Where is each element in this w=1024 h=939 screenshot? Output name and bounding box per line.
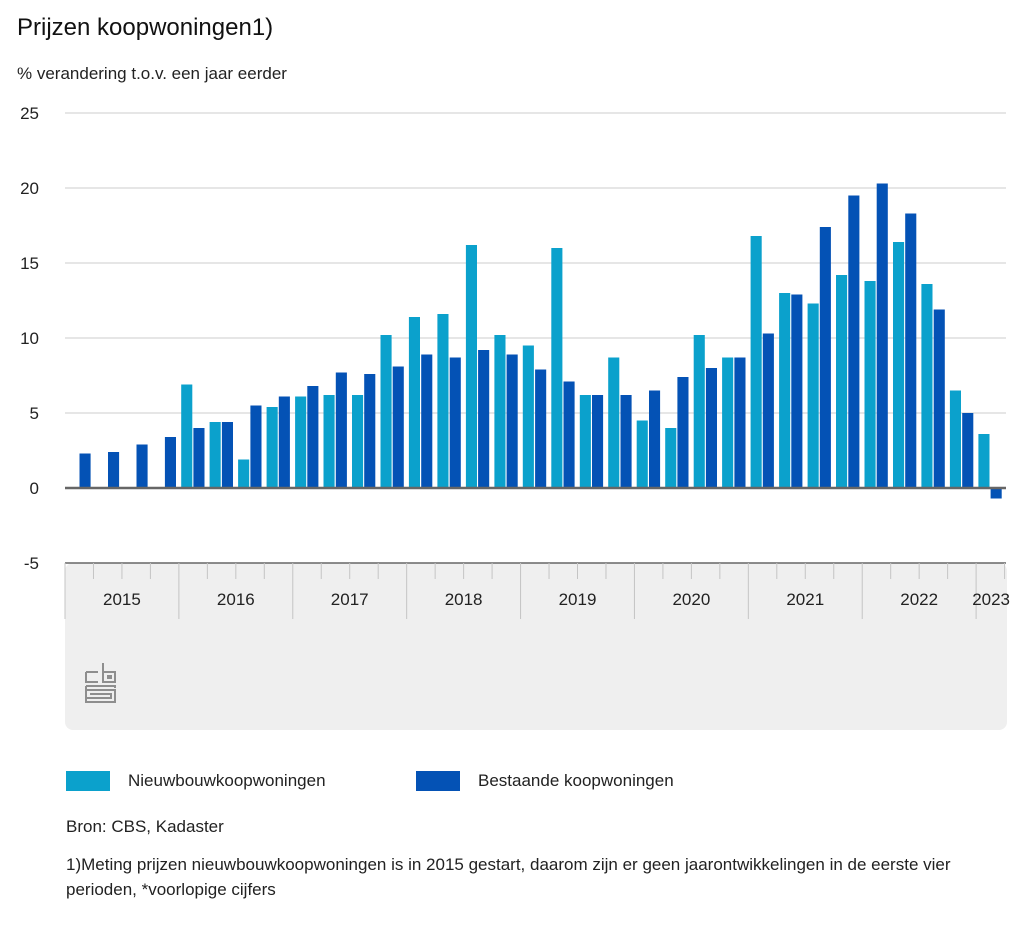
bar-bestaande [819,227,831,488]
bar-bestaande [535,369,547,488]
bar-bestaande [506,354,518,488]
bar-bestaande [164,437,176,488]
y-tick-label: 10 [20,329,39,348]
bar-nieuwbouw [608,357,620,488]
bar-nieuwbouw [465,245,477,488]
bar-nieuwbouw [636,420,648,488]
legend-swatch-bestaande [416,771,460,791]
bar-bestaande [136,444,148,488]
bar-bestaande [108,452,120,488]
y-tick-label: -5 [24,554,39,573]
bar-nieuwbouw [238,459,250,488]
y-tick-label: 5 [30,404,39,423]
bar-bestaande [563,381,575,488]
legend-item-bestaande: Bestaande koopwoningen [416,771,674,791]
y-tick-label: 20 [20,179,39,198]
bar-nieuwbouw [750,236,762,488]
bar-bestaande [705,368,717,488]
bar-bestaande [335,372,347,488]
bar-nieuwbouw [295,396,307,488]
bar-nieuwbouw [408,317,420,488]
bar-bestaande [962,413,974,488]
chart-title: Prijzen koopwoningen1) [17,14,274,41]
source-note: Bron: CBS, Kadaster [66,817,224,836]
bar-bestaande [392,366,404,488]
bar-nieuwbouw [722,357,734,488]
bar-nieuwbouw [380,335,392,488]
bar-nieuwbouw [494,335,506,488]
bar-bestaande [79,453,91,488]
legend-label: Bestaande koopwoningen [478,771,674,790]
chart-subtitle: % verandering t.o.v. een jaar eerder [17,64,287,83]
bar-nieuwbouw [893,242,905,488]
x-tick-label: 2020 [672,590,710,609]
bar-nieuwbouw [807,303,819,488]
y-axis: 25 20 15 10 5 0 -5 [20,104,39,573]
bar-nieuwbouw [864,281,876,488]
bar-bestaande [592,395,604,488]
x-tick-label: 2019 [559,590,597,609]
bar-bestaande [449,357,461,488]
x-tick-label: 2016 [217,590,255,609]
bar-bestaande [278,396,290,488]
bar-bestaande [848,195,860,488]
x-tick-label: 2017 [331,590,369,609]
bar-nieuwbouw [693,335,705,488]
bar-bestaande [791,294,803,488]
bar-bestaande [734,357,746,488]
bar-nieuwbouw [437,314,449,488]
bar-nieuwbouw [665,428,677,488]
bar-bestaande [876,183,888,488]
bar-nieuwbouw [978,434,990,488]
bars [65,183,1006,499]
bar-bestaande [620,395,632,488]
legend-label: Nieuwbouwkoopwoningen [128,771,326,790]
y-tick-label: 15 [20,254,39,273]
cbs-logo [85,663,116,703]
bar-nieuwbouw [522,345,534,488]
x-tick-label: 2018 [445,590,483,609]
legend-swatch-nieuwbouw [66,771,110,791]
y-tick-label: 0 [30,479,39,498]
bar-bestaande [250,405,262,488]
bar-nieuwbouw [921,284,933,488]
bar-nieuwbouw [551,248,563,488]
y-tick-label: 25 [20,104,39,123]
x-tick-label: 2021 [786,590,824,609]
legend-item-nieuwbouw: Nieuwbouwkoopwoningen [66,771,326,791]
bar-nieuwbouw [836,275,848,488]
footnote: 1)Meting prijzen nieuwbouwkoopwoningen i… [66,855,951,899]
x-axis: 2015 2016 2017 2018 2019 2020 2021 2022 2023 [64,562,1010,619]
bar-bestaande [193,428,205,488]
bar-bestaande [478,350,490,488]
bar-bestaande [649,390,661,488]
bar-bestaande [221,422,233,488]
bar-nieuwbouw [266,407,278,488]
bar-nieuwbouw [209,422,221,488]
bar-nieuwbouw [779,293,791,488]
bar-bestaande [762,333,774,488]
bar-bestaande [677,377,689,488]
x-tick-label: 2023 [972,590,1010,609]
bar-nieuwbouw [323,395,335,488]
bar-bestaande [421,354,433,488]
bar-nieuwbouw [579,395,591,488]
bar-bestaande [364,374,376,488]
bar-bestaande [933,309,945,488]
bar-bestaande [990,488,1002,499]
bar-bestaande [307,386,319,488]
bar-nieuwbouw [949,390,961,488]
bar-nieuwbouw [181,384,193,488]
bar-bestaande [905,213,917,488]
x-tick-label: 2015 [103,590,141,609]
axis-band [65,563,1007,730]
x-tick-label: 2022 [900,590,938,609]
bar-nieuwbouw [352,395,364,488]
